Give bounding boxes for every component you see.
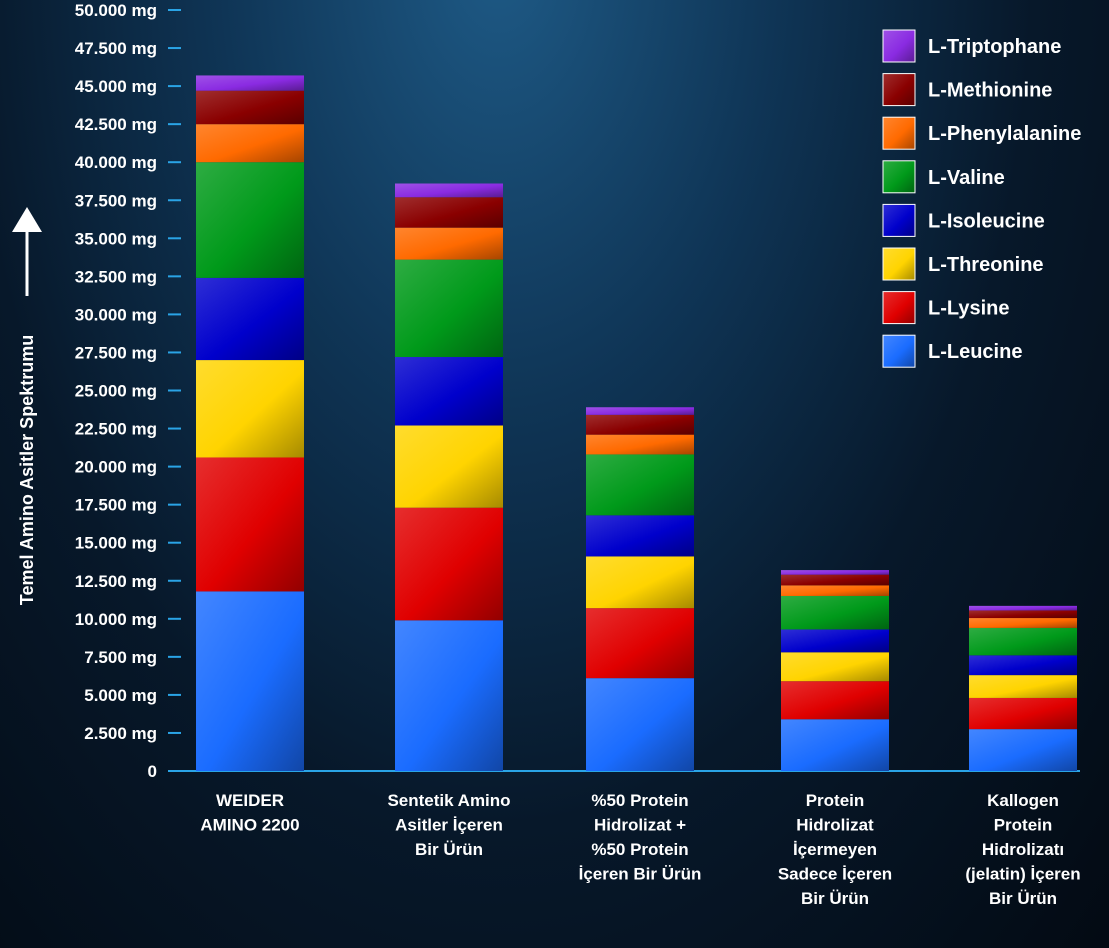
y-tick-label: 25.000 mg [75, 382, 157, 401]
legend-label: L-Valine [928, 167, 1005, 189]
bar-segment-l-leucine [395, 620, 503, 771]
bar-segment-l-leucine [586, 678, 694, 771]
legend-label: L-Methionine [928, 80, 1052, 102]
bar-segment-l-valine [586, 454, 694, 516]
bar-segment-l-phenylalanine [781, 585, 889, 596]
bar-segment-l-threonine [781, 652, 889, 682]
bar-segment-l-valine [395, 259, 503, 358]
y-tick-label: 12.500 mg [75, 572, 157, 591]
y-tick-label: 15.000 mg [75, 534, 157, 553]
legend-swatch [882, 334, 916, 368]
legend-label: L-Isoleucine [928, 210, 1045, 232]
bar-segment-l-threonine [586, 556, 694, 609]
legend: L-Triptophane L-Methionine L-Phenylalanine… [882, 29, 1081, 368]
bar-segment-l-isoleucine [395, 357, 503, 426]
bar-segment-l-triptophane [196, 75, 304, 91]
bar-segment-l-phenylalanine [395, 227, 503, 260]
category-label: WEIDER AMINO 2200 [200, 791, 299, 835]
y-tick-label: 5.000 mg [84, 686, 157, 705]
y-axis-title-group: Temel Amino Asitler Spektrumu [12, 207, 42, 605]
legend-swatch [882, 247, 916, 281]
bar-segment-l-isoleucine [781, 629, 889, 653]
y-tick-label: 37.500 mg [75, 191, 157, 210]
y-axis: 0 2.500 mg 5.000 mg 7.500 mg 10.000 mg 12.500… [75, 1, 1080, 781]
y-tick-label: 10.000 mg [75, 610, 157, 629]
bar-segment-l-methionine [586, 414, 694, 435]
legend-label: L-Lysine [928, 298, 1010, 320]
y-tick-label: 30.000 mg [75, 305, 157, 324]
bar-segment-l-triptophane [969, 605, 1077, 611]
category-label: Sentetik Amino Asitler İçeren Bir Ürün [387, 791, 510, 859]
legend-label: L-Leucine [928, 341, 1022, 363]
legend-swatch [882, 29, 916, 63]
category-label: %50 Protein Hidrolizat + %50 Protein İçeren… [579, 791, 702, 884]
y-tick-label: 7.500 mg [84, 648, 157, 667]
legend-swatch [882, 160, 916, 194]
bar-segment-l-isoleucine [196, 277, 304, 361]
bar-segment-l-triptophane [586, 407, 694, 415]
legend-label: L-Phenylalanine [928, 123, 1081, 145]
bar-segment-l-threonine [395, 425, 503, 508]
bar-segment-l-triptophane [781, 570, 889, 575]
bar-segment-l-phenylalanine [969, 618, 1077, 628]
bar-segment-l-leucine [781, 719, 889, 771]
bar-segment-l-lysine [781, 681, 889, 720]
bar-segment-l-leucine [196, 591, 304, 771]
bar-segment-l-phenylalanine [586, 434, 694, 455]
y-tick-label: 50.000 mg [75, 1, 157, 20]
y-tick-label: 47.500 mg [75, 39, 157, 58]
legend-label: L-Triptophane [928, 36, 1061, 58]
bar-segment-l-lysine [196, 457, 304, 592]
y-tick-label: 22.500 mg [75, 420, 157, 439]
y-tick-label: 40.000 mg [75, 153, 157, 172]
bar-segment-l-methionine [395, 197, 503, 228]
legend-swatch [882, 203, 916, 237]
bar-segment-l-lysine [586, 608, 694, 679]
bar-segment-l-triptophane [395, 183, 503, 198]
y-tick-label: 17.500 mg [75, 496, 157, 515]
bar-segment-l-valine [969, 627, 1077, 656]
category-label: Protein Hidrolizat İçermeyen Sadece İçeren B… [778, 791, 892, 908]
bar-segment-l-isoleucine [586, 515, 694, 557]
y-tick-label: 0 [148, 762, 157, 781]
legend-swatch [882, 73, 916, 107]
bar-segment-l-lysine [969, 697, 1077, 730]
bar-segment-l-lysine [395, 507, 503, 621]
bar-segment-l-methionine [969, 610, 1077, 619]
y-axis-arrow-head [12, 207, 42, 232]
bar-segment-l-valine [781, 595, 889, 630]
legend-swatch [882, 116, 916, 150]
legend-swatch [882, 291, 916, 325]
y-tick-label: 27.500 mg [75, 343, 157, 362]
bar-segment-l-phenylalanine [196, 124, 304, 163]
legend-label: L-Threonine [928, 254, 1044, 276]
category-label: Kallogen Protein Hidrolizatı (jelatin) İçer… [965, 791, 1080, 908]
y-tick-label: 20.000 mg [75, 458, 157, 477]
y-tick-label: 2.500 mg [84, 724, 157, 743]
y-axis-title: Temel Amino Asitler Spektrumu [17, 335, 37, 605]
bar-segment-l-methionine [781, 574, 889, 586]
y-tick-label: 42.500 mg [75, 115, 157, 134]
bar-segment-l-valine [196, 162, 304, 278]
bars [196, 75, 1077, 771]
bar-segment-l-methionine [196, 90, 304, 125]
y-tick-label: 32.500 mg [75, 267, 157, 286]
bar-segment-l-leucine [969, 729, 1077, 771]
y-tick-label: 35.000 mg [75, 229, 157, 248]
bar-segment-l-isoleucine [969, 655, 1077, 676]
y-tick-label: 45.000 mg [75, 77, 157, 96]
x-axis-categories: WEIDER AMINO 2200 Sentetik Amino Asitler İç… [200, 791, 1080, 908]
bar-segment-l-threonine [969, 675, 1077, 698]
bar-segment-l-threonine [196, 360, 304, 458]
